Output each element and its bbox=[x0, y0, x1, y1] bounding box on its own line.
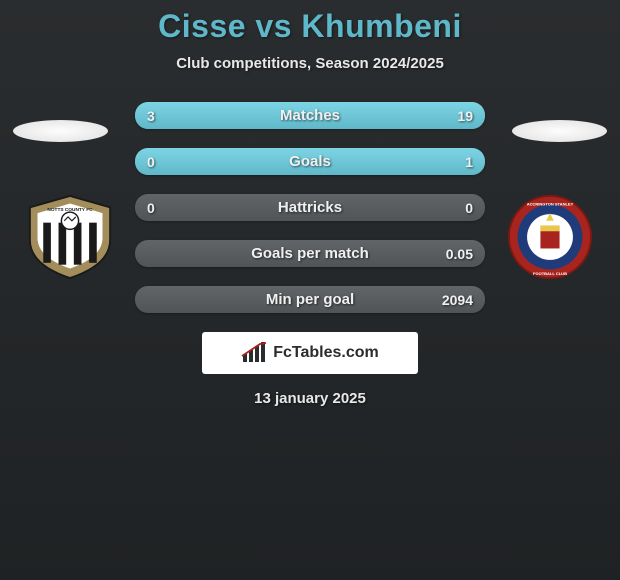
club-badge-left: NOTTS COUNTY FC bbox=[22, 194, 118, 280]
stats-list: 3 Matches 19 0 Goals 1 0 Hattricks 0 Goa… bbox=[135, 102, 485, 313]
stat-value-right: 2094 bbox=[442, 292, 473, 308]
stat-label: Min per goal bbox=[266, 291, 354, 308]
stat-row-matches: 3 Matches 19 bbox=[135, 102, 485, 129]
accrington-stanley-crest-icon: ACCRINGTON STANLEY FOOTBALL CLUB bbox=[502, 194, 598, 280]
subtitle: Club competitions, Season 2024/2025 bbox=[0, 55, 620, 72]
stat-row-goals: 0 Goals 1 bbox=[135, 148, 485, 175]
stat-fill-left bbox=[135, 102, 184, 129]
player-right-oval bbox=[512, 120, 607, 142]
date-label: 13 january 2025 bbox=[0, 390, 620, 407]
stat-label: Goals bbox=[289, 153, 331, 170]
stat-value-left: 0 bbox=[147, 200, 155, 216]
stat-label: Matches bbox=[280, 107, 340, 124]
stat-label: Goals per match bbox=[251, 245, 369, 262]
svg-text:ACCRINGTON STANLEY: ACCRINGTON STANLEY bbox=[527, 201, 574, 206]
notts-county-crest-icon: NOTTS COUNTY FC bbox=[22, 194, 118, 280]
main-area: NOTTS COUNTY FC ACCRINGTON STANLEY FOOTB… bbox=[0, 102, 620, 407]
svg-text:NOTTS COUNTY FC: NOTTS COUNTY FC bbox=[47, 207, 93, 213]
club-badge-right: ACCRINGTON STANLEY FOOTBALL CLUB bbox=[502, 194, 598, 280]
page-title: Cisse vs Khumbeni bbox=[0, 8, 620, 45]
stat-row-mpg: Min per goal 2094 bbox=[135, 286, 485, 313]
comparison-card: Cisse vs Khumbeni Club competitions, Sea… bbox=[0, 0, 620, 407]
stat-value-right: 19 bbox=[457, 108, 473, 124]
stat-row-hattricks: 0 Hattricks 0 bbox=[135, 194, 485, 221]
stat-row-gpm: Goals per match 0.05 bbox=[135, 240, 485, 267]
bar-chart-icon bbox=[241, 342, 267, 364]
svg-text:FOOTBALL CLUB: FOOTBALL CLUB bbox=[533, 271, 567, 276]
stat-value-right: 0.05 bbox=[446, 246, 473, 262]
brand-badge[interactable]: FcTables.com bbox=[202, 332, 418, 374]
stat-value-left: 0 bbox=[147, 154, 155, 170]
stat-value-left: 3 bbox=[147, 108, 155, 124]
stat-label: Hattricks bbox=[278, 199, 342, 216]
stat-value-right: 1 bbox=[465, 154, 473, 170]
brand-text: FcTables.com bbox=[273, 344, 379, 362]
player-left-oval bbox=[13, 120, 108, 142]
stat-value-right: 0 bbox=[465, 200, 473, 216]
